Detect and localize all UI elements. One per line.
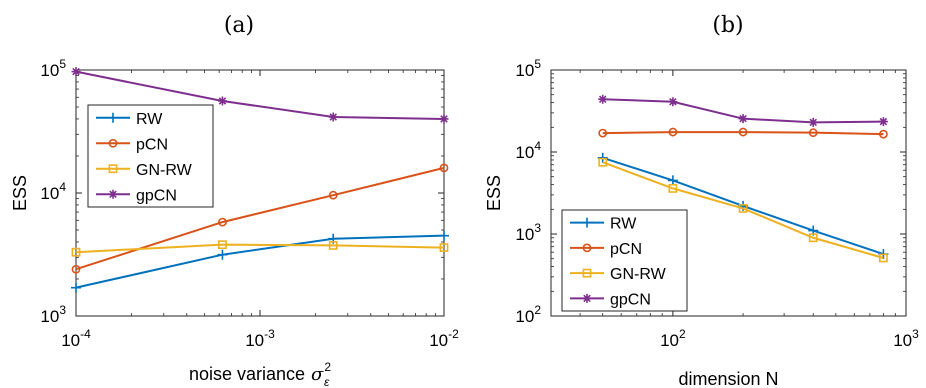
legend-entry: GN-RW bbox=[136, 162, 193, 179]
series-gpcn bbox=[598, 94, 888, 127]
data-point bbox=[878, 117, 888, 127]
data-point bbox=[71, 67, 81, 77]
panel-label: (b) bbox=[712, 13, 743, 38]
legend-entry: gpCN bbox=[136, 187, 177, 204]
x-axis-label: dimension N bbox=[678, 369, 778, 388]
y-tick-label: 105 bbox=[515, 57, 541, 80]
data-point bbox=[667, 175, 678, 186]
y-axis-label: ESS bbox=[10, 175, 30, 211]
data-point bbox=[808, 117, 818, 127]
legend-entry: pCN bbox=[136, 136, 168, 153]
series-line bbox=[75, 70, 445, 120]
data-point bbox=[738, 114, 748, 124]
data-point bbox=[808, 128, 818, 138]
legend-swatch-marker bbox=[582, 243, 592, 253]
series-line bbox=[75, 234, 445, 289]
data-point bbox=[439, 230, 449, 241]
y-tick-label: 104 bbox=[515, 139, 541, 162]
data-point bbox=[328, 190, 338, 200]
series-line bbox=[75, 243, 445, 254]
data-point bbox=[879, 129, 888, 139]
y-tick-label: 102 bbox=[515, 303, 541, 326]
data-point bbox=[598, 94, 608, 104]
legend-swatch-marker bbox=[582, 217, 592, 228]
panel-label: (a) bbox=[224, 13, 254, 38]
series-rw bbox=[71, 230, 449, 293]
y-tick-label: 105 bbox=[40, 57, 66, 80]
x-axis-label: noise variance σ2 ε bbox=[189, 360, 331, 388]
y-tick-label: 103 bbox=[515, 221, 541, 244]
legend-swatch-marker bbox=[108, 112, 118, 123]
minor-ticks bbox=[76, 70, 444, 316]
data-point bbox=[328, 112, 338, 122]
x-tick-label: 10-4 bbox=[61, 327, 91, 350]
data-point bbox=[738, 204, 748, 213]
data-point bbox=[218, 217, 227, 227]
series-line bbox=[602, 131, 884, 136]
data-point bbox=[668, 127, 678, 137]
series-gn-rw bbox=[598, 157, 888, 263]
legend-swatch-marker bbox=[108, 164, 118, 174]
data-point bbox=[217, 96, 227, 106]
minor-ticks bbox=[551, 70, 906, 316]
series-gn-rw bbox=[71, 240, 449, 257]
data-point bbox=[598, 128, 608, 138]
y-tick-label: 103 bbox=[40, 303, 66, 326]
series-gpcn bbox=[71, 67, 449, 124]
legend-entry: gpCN bbox=[610, 291, 651, 308]
data-point bbox=[218, 240, 227, 250]
data-point bbox=[71, 282, 81, 293]
series-line bbox=[602, 161, 884, 259]
data-point bbox=[71, 247, 81, 257]
chart-panel-b: (b) 102 103 102 103 104 105 ESS dimension N RW pCN… bbox=[484, 13, 919, 388]
data-point bbox=[217, 249, 228, 260]
legend-swatch-marker bbox=[582, 268, 592, 278]
x-tick-label: 102 bbox=[660, 327, 686, 350]
legend-entry: RW bbox=[136, 111, 163, 128]
data-point bbox=[668, 97, 678, 107]
x-tick-label: 103 bbox=[893, 327, 919, 350]
chart-panel-a: (a) 10-4 10-3 10-2 103 104 105 ESS noise varianc… bbox=[10, 13, 459, 388]
data-point bbox=[328, 240, 338, 250]
data-point bbox=[598, 157, 608, 167]
legend: RW pCN GN-RW gpCN bbox=[87, 104, 214, 208]
series-pcn bbox=[71, 163, 449, 274]
data-point bbox=[439, 163, 449, 173]
data-point bbox=[879, 253, 888, 263]
y-axis-label: ESS bbox=[484, 175, 504, 211]
legend-entry: RW bbox=[610, 216, 637, 233]
x-tick-label: 10-2 bbox=[429, 327, 459, 350]
data-point bbox=[808, 233, 818, 243]
data-point bbox=[439, 243, 449, 252]
legend-entry: GN-RW bbox=[610, 266, 667, 283]
data-point bbox=[597, 152, 608, 163]
series-pcn bbox=[598, 127, 888, 139]
series-line bbox=[75, 166, 445, 271]
legend-swatch-marker bbox=[582, 293, 592, 303]
data-point bbox=[439, 114, 449, 124]
y-tick-label: 104 bbox=[40, 180, 66, 203]
legend: RW pCN GN-RW gpCN bbox=[561, 209, 688, 312]
legend-swatch-marker bbox=[108, 189, 118, 199]
data-point bbox=[71, 264, 81, 274]
data-point bbox=[668, 183, 678, 193]
legend-box bbox=[87, 104, 214, 208]
legend-swatch-marker bbox=[108, 138, 118, 148]
data-point bbox=[738, 127, 748, 137]
legend-box bbox=[561, 209, 688, 312]
x-tick-label: 10-3 bbox=[245, 327, 275, 350]
legend-entry: pCN bbox=[610, 241, 642, 258]
